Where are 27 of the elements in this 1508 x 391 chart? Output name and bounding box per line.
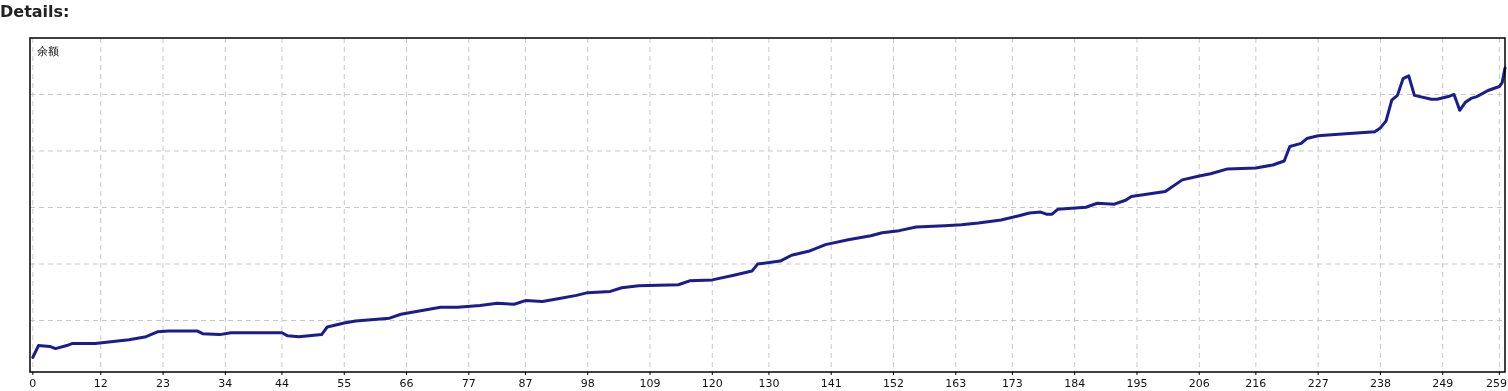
x-tick-label: 34: [218, 377, 233, 390]
y-axis-title: 余额: [37, 45, 59, 58]
x-tick-label: 238: [1369, 377, 1391, 390]
x-tick-label: 216: [1245, 377, 1267, 390]
x-tick-label: 55: [337, 377, 352, 390]
x-tick-label: 66: [399, 377, 414, 390]
x-tick-label: 77: [461, 377, 476, 390]
x-tick-label: 98: [580, 377, 595, 390]
x-tick-label: 152: [882, 377, 904, 390]
x-tick-label: 173: [1001, 377, 1023, 390]
x-tick-label: 87: [518, 377, 533, 390]
x-tick-label: 23: [156, 377, 171, 390]
x-tick-label: 259: [1486, 377, 1507, 390]
x-tick-label: 227: [1307, 377, 1329, 390]
x-tick-label: 44: [274, 377, 289, 390]
chart-title: Details:: [0, 2, 70, 21]
x-tick-label: 206: [1188, 377, 1210, 390]
x-tick-label: 12: [93, 377, 108, 390]
x-tick-label: 0: [29, 377, 37, 390]
x-tick-label: 120: [701, 377, 723, 390]
x-tick-label: 195: [1126, 377, 1148, 390]
x-tick-label: 141: [820, 377, 842, 390]
x-tick-label: 163: [945, 377, 967, 390]
x-tick-label: 184: [1064, 377, 1086, 390]
x-tick-label: 249: [1432, 377, 1454, 390]
x-tick-label: 130: [758, 377, 780, 390]
x-tick-label: 109: [639, 377, 661, 390]
